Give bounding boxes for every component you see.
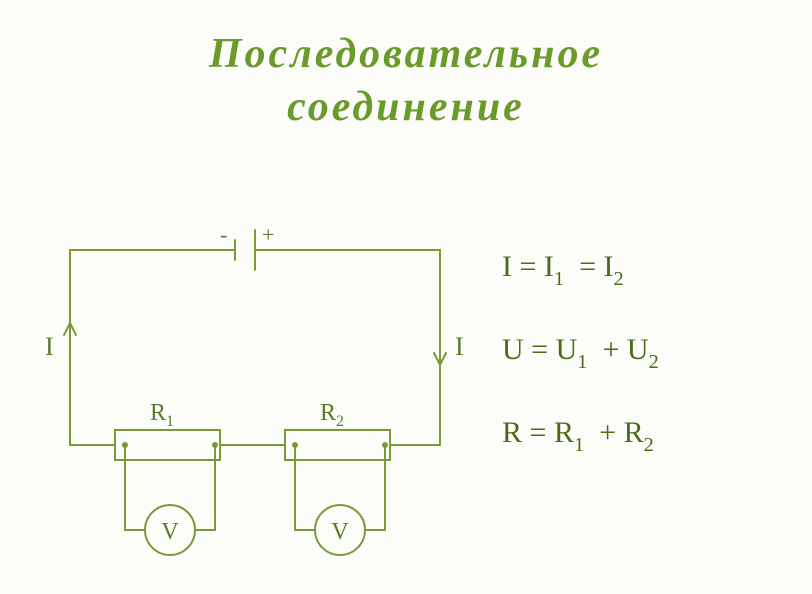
battery-minus-label: -: [220, 222, 227, 247]
formula-resistance: R = R1 + R2: [502, 416, 782, 455]
current-left-label: I: [45, 332, 54, 361]
formulas-block: I = I1 = I2 U = U1 + U2 R = R1 + R2: [502, 250, 782, 499]
resistor2-label: R2: [320, 400, 344, 430]
circuit-svg: - + I I R1 R2 V V: [20, 220, 490, 580]
circuit-diagram: - + I I R1 R2 V V: [20, 220, 490, 580]
title-line2: соединение: [0, 81, 812, 134]
title-line1: Последовательное: [0, 28, 812, 81]
formula-current: I = I1 = I2: [502, 250, 782, 289]
voltmeter1-label: V: [161, 519, 179, 545]
page-title: Последовательное соединение: [0, 0, 812, 133]
current-right-label: I: [455, 332, 464, 361]
formula-voltage: U = U1 + U2: [502, 333, 782, 372]
voltmeter2-label: V: [331, 519, 349, 545]
battery-plus-label: +: [262, 222, 274, 247]
resistor1-label: R1: [150, 400, 174, 430]
